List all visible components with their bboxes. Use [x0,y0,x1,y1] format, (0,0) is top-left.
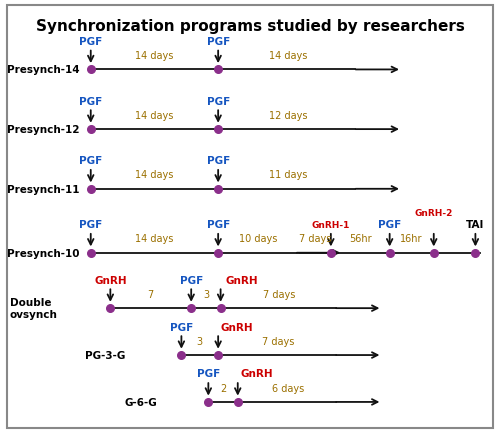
Text: GnRH: GnRH [94,275,126,285]
Text: 56hr: 56hr [349,234,372,244]
Point [214,67,222,74]
Text: 16hr: 16hr [400,234,423,244]
Text: 2: 2 [220,383,226,393]
Text: Presynch-10: Presynch-10 [8,248,80,258]
Text: Synchronization programs studied by researchers: Synchronization programs studied by rese… [36,19,465,34]
Point [472,250,480,256]
Point [234,398,242,405]
Text: 7 days: 7 days [298,234,331,244]
Text: PGF: PGF [378,220,402,230]
Text: PGF: PGF [196,368,220,378]
Text: 10 days: 10 days [240,234,278,244]
Text: 12 days: 12 days [268,111,307,121]
Point [87,250,95,256]
Text: 7 days: 7 days [263,289,296,299]
Text: PGF: PGF [79,37,102,47]
Text: 7 days: 7 days [262,336,294,346]
Text: Presynch-14: Presynch-14 [8,65,80,75]
Text: Double
ovsynch: Double ovsynch [10,298,58,319]
Text: 3: 3 [196,336,203,346]
Point [214,250,222,256]
Text: G-6-G: G-6-G [124,397,157,407]
Text: TAI: TAI [466,220,484,230]
Point [327,250,335,256]
Text: 14 days: 14 days [136,111,173,121]
Point [214,126,222,133]
Text: GnRH-1: GnRH-1 [312,221,350,230]
Text: 14 days: 14 days [136,51,173,61]
Text: PGF: PGF [206,156,230,166]
Text: 14 days: 14 days [269,51,307,61]
Text: 3: 3 [203,289,209,299]
Point [87,186,95,193]
Point [187,305,195,312]
Text: PGF: PGF [206,220,230,230]
Text: 11 days: 11 days [269,170,307,180]
Point [214,186,222,193]
Point [204,398,212,405]
Text: PG-3-G: PG-3-G [84,350,125,360]
Point [430,250,438,256]
Text: Presynch-11: Presynch-11 [8,184,80,194]
Text: GnRH: GnRH [220,322,253,332]
Point [386,250,394,256]
Point [106,305,114,312]
Point [216,305,224,312]
Text: PGF: PGF [180,275,203,285]
Text: Presynch-12: Presynch-12 [8,125,80,135]
Text: GnRH: GnRH [226,275,258,285]
Text: PGF: PGF [79,156,102,166]
Point [178,352,186,358]
Text: 7: 7 [148,289,154,299]
Text: PGF: PGF [206,37,230,47]
Point [87,67,95,74]
Point [87,126,95,133]
Text: GnRH-2: GnRH-2 [414,208,453,217]
Text: PGF: PGF [170,322,193,332]
Text: 14 days: 14 days [136,170,173,180]
Text: PGF: PGF [206,96,230,106]
Text: 6 days: 6 days [272,383,304,393]
Text: GnRH: GnRH [240,368,273,378]
Point [214,352,222,358]
Text: 14 days: 14 days [136,234,173,244]
Text: PGF: PGF [79,220,102,230]
Text: PGF: PGF [79,96,102,106]
